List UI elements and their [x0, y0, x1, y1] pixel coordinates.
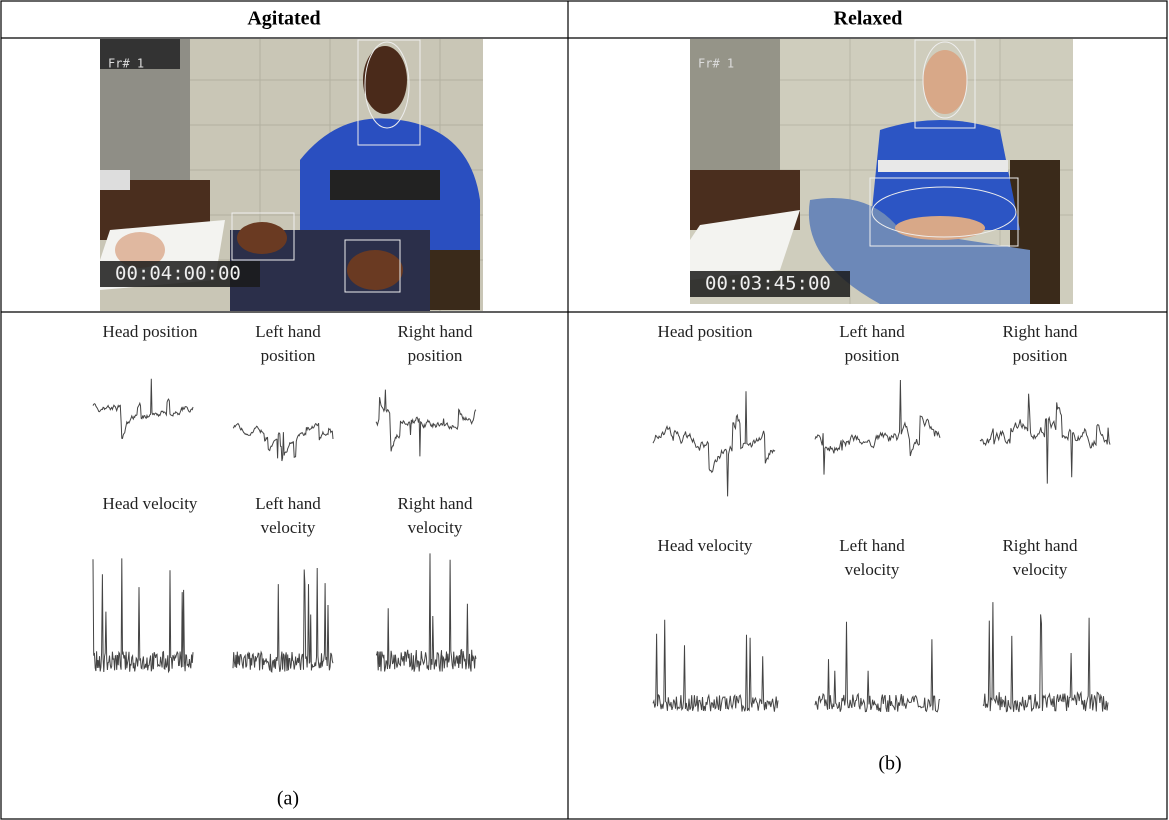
- plot-label: Left hand: [839, 536, 905, 555]
- caption: (b): [878, 753, 901, 775]
- signal-trace: [653, 391, 775, 496]
- plot-label: position: [261, 346, 316, 365]
- plot-label: Right hand: [1002, 322, 1078, 341]
- plot-label: velocity: [261, 518, 316, 537]
- plot-label: Right hand: [397, 322, 473, 341]
- signal-trace: [233, 568, 333, 672]
- signal-trace: [233, 423, 333, 461]
- column-header: Relaxed: [834, 8, 903, 30]
- figure: Agitated Fr# 1 00:04:00:00 Head position Lef…: [0, 0, 1169, 820]
- frame-label: Fr# 1: [108, 57, 144, 71]
- signal-trace: [815, 622, 940, 712]
- signal-trace: [93, 558, 193, 672]
- column-header: Agitated: [247, 8, 320, 30]
- plot-label: velocity: [408, 518, 463, 537]
- plot-label: Right hand: [397, 494, 473, 513]
- signal-trace: [980, 394, 1110, 484]
- plot-label: Head velocity: [103, 494, 198, 513]
- caption: (a): [277, 788, 299, 810]
- plot-label: Left hand: [255, 322, 321, 341]
- signal-trace: [815, 380, 940, 475]
- timecode: 00:03:45:00: [705, 273, 831, 295]
- signal-trace: [983, 602, 1108, 712]
- plot-label: Left hand: [839, 322, 905, 341]
- plot-label: velocity: [1013, 560, 1068, 579]
- signal-trace: [376, 553, 476, 671]
- signal-trace: [93, 379, 193, 439]
- plot-label: position: [845, 346, 900, 365]
- plot-label: Head position: [658, 322, 753, 341]
- plot-label: velocity: [845, 560, 900, 579]
- plot-label: position: [1013, 346, 1068, 365]
- plot-label: Right hand: [1002, 536, 1078, 555]
- frame-label: Fr# 1: [698, 57, 734, 71]
- plot-label: Head velocity: [658, 536, 753, 555]
- photo-relaxed: [690, 39, 1073, 304]
- signal-trace: [376, 390, 476, 457]
- plot-label: position: [408, 346, 463, 365]
- plot-label: Head position: [103, 322, 198, 341]
- plot-label: Left hand: [255, 494, 321, 513]
- timecode: 00:04:00:00: [115, 263, 241, 285]
- signal-trace: [653, 620, 778, 712]
